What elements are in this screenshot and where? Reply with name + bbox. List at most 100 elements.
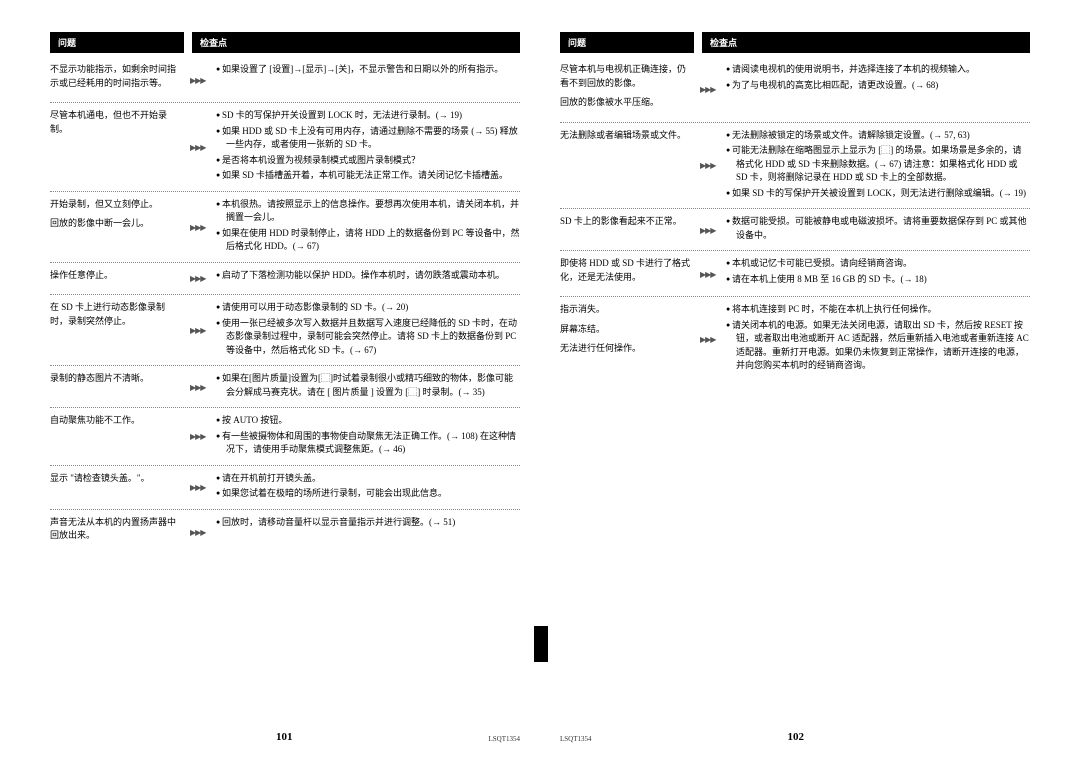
doc-code: LSQT1354: [489, 735, 521, 743]
check-item: 将本机连接到 PC 时，不能在本机上执行任何操作。: [726, 303, 1030, 317]
check-cell: 如果在[图片质量]设置为[⬚]时试着录制很小或精巧细致的物体，影像可能会分解成马…: [216, 372, 520, 401]
problem-text: 屏幕冻结。: [560, 323, 692, 337]
check-item: 请关闭本机的电源。如果无法关闭电源，请取出 SD 卡，然后按 RESET 按钮，…: [726, 319, 1030, 373]
arrow-icon: ▶▶▶: [700, 269, 720, 279]
problem-text: 尽管本机通电，但也不开始录制。: [50, 109, 182, 136]
arrow-icon: ▶▶▶: [190, 382, 210, 392]
check-cell: 无法删除被锁定的场景或文件。请解除锁定设置。(→ 57, 63)可能无法删除在缩…: [726, 129, 1030, 203]
table-row: 指示消失。屏幕冻结。无法进行任何操作。▶▶▶将本机连接到 PC 时，不能在本机上…: [560, 297, 1030, 381]
header-problem: 问题: [560, 32, 694, 53]
arrow-icon: ▶▶▶: [700, 160, 720, 170]
table-row: 录制的静态图片不清晰。 ▶▶▶ 如果在[图片质量]设置为[⬚]时试着录制很小或精巧细…: [50, 366, 520, 408]
table-row: 尽管本机通电，但也不开始录制。 ▶▶▶ SD 卡的写保护开关设置到 LOCK 时，无…: [50, 103, 520, 192]
problem-cell: 无法删除或者编辑场景或文件。: [560, 129, 694, 149]
arrow-icon: ▶▶▶: [190, 142, 210, 152]
problem-cell: SD 卡上的影像看起来不正常。: [560, 215, 694, 235]
check-cell: 将本机连接到 PC 时，不能在本机上执行任何操作。请关闭本机的电源。如果无法关闭…: [726, 303, 1030, 375]
check-cell: 数据可能受损。可能被静电或电磁波损坏。请将重要数据保存到 PC 或其他设备中。: [726, 215, 1030, 244]
check-item: 数据可能受损。可能被静电或电磁波损坏。请将重要数据保存到 PC 或其他设备中。: [726, 215, 1030, 242]
arrow-icon: ▶▶▶: [190, 222, 210, 232]
check-item: 使用一张已经被多次写入数据并且数据写入速度已经降低的 SD 卡时，在动态影像录制…: [216, 317, 520, 358]
problem-cell: 不显示功能指示，如剩余时间指示或已经耗用的时间指示等。: [50, 63, 184, 96]
check-item: 请使用可以用于动态影像录制的 SD 卡。(→ 20): [216, 301, 520, 315]
table-row: 不显示功能指示，如剩余时间指示或已经耗用的时间指示等。 ▶▶▶ 如果设置了 [设置]…: [50, 57, 520, 103]
doc-code: LSQT1354: [560, 735, 592, 743]
problem-text: 回放的影像被水平压缩。: [560, 96, 692, 110]
problem-text: 无法进行任何操作。: [560, 342, 692, 356]
arrow-icon: ▶▶▶: [190, 482, 210, 492]
table-row: 尽管本机与电视机正确连接，仍看不到回放的影像。回放的影像被水平压缩。 ▶▶▶ 请阅读…: [560, 57, 1030, 123]
problem-cell: 在 SD 卡上进行动态影像录制时，录制突然停止。: [50, 301, 184, 334]
check-item: SD 卡的写保护开关设置到 LOCK 时，无法进行录制。(→ 19): [216, 109, 520, 123]
check-item: 如果您试着在极暗的场所进行录制，可能会出现此信息。: [216, 487, 520, 501]
problem-cell: 显示 "请检查镜头盖。"。: [50, 472, 184, 492]
problem-text: 声音无法从本机的内置扬声器中回放出来。: [50, 516, 182, 543]
check-cell: SD 卡的写保护开关设置到 LOCK 时，无法进行录制。(→ 19) 如果 HDD…: [216, 109, 520, 185]
problem-text: 在 SD 卡上进行动态影像录制时，录制突然停止。: [50, 301, 182, 328]
check-item: 本机或记忆卡可能已受损。请向经销商咨询。: [726, 257, 1030, 271]
problem-text: 即使将 HDD 或 SD 卡进行了格式化，还是无法使用。: [560, 257, 692, 284]
table-row: 无法删除或者编辑场景或文件。 ▶▶▶ 无法删除被锁定的场景或文件。请解除锁定设置。(…: [560, 123, 1030, 210]
arrow-icon: ▶▶▶: [190, 75, 210, 85]
table-row: 即使将 HDD 或 SD 卡进行了格式化，还是无法使用。 ▶▶▶ 本机或记忆卡可能已…: [560, 251, 1030, 297]
check-cell: 请阅读电视机的使用说明书，并选择连接了本机的视频输入。为了与电视机的高宽比相匹配…: [726, 63, 1030, 94]
check-item: 回放时，请移动音量杆以显示音量指示并进行调整。(→ 51): [216, 516, 520, 530]
problem-text: 自动聚焦功能不工作。: [50, 414, 182, 428]
table-row: 显示 "请检查镜头盖。"。 ▶▶▶ 请在开机前打开镜头盖。如果您试着在极暗的场所进行…: [50, 466, 520, 510]
check-item: 请在本机上使用 8 MB 至 16 GB 的 SD 卡。(→ 18): [726, 273, 1030, 287]
problem-text: 指示消失。: [560, 303, 692, 317]
table-row: 声音无法从本机的内置扬声器中回放出来。 ▶▶▶ 回放时，请移动音量杆以显示音量指示并…: [50, 510, 520, 555]
check-item: 如果 SD 卡的写保护开关被设置到 LOCK，则无法进行删除或编辑。(→ 19): [726, 187, 1030, 201]
problem-text: SD 卡上的影像看起来不正常。: [560, 215, 692, 229]
arrow-icon: ▶▶▶: [190, 325, 210, 335]
check-item: 是否将本机设置为视频录制模式或图片录制模式？: [216, 154, 520, 168]
problem-cell: 尽管本机与电视机正确连接，仍看不到回放的影像。回放的影像被水平压缩。: [560, 63, 694, 116]
check-item: 如果 SD 卡插槽盖开着，本机可能无法正常工作。请关闭记忆卡插槽盖。: [216, 169, 520, 183]
check-cell: 启动了下落检测功能以保护 HDD。操作本机时，请勿跌落或震动本机。: [216, 269, 520, 285]
problem-text: 无法删除或者编辑场景或文件。: [560, 129, 692, 143]
check-cell: 本机很热。请按照显示上的信息操作。要想再次使用本机，请关闭本机，并搁置一会儿。如…: [216, 198, 520, 256]
problem-text: 回放的影像中断一会儿。: [50, 217, 182, 231]
header-check: 检查点: [192, 32, 520, 53]
check-item: 如果在使用 HDD 时录制停止，请将 HDD 上的数据备份到 PC 等设备中，然…: [216, 227, 520, 254]
page-tab-mark: [534, 626, 548, 662]
arrow-icon: ▶▶▶: [700, 84, 720, 94]
problem-text: 操作任意停止。: [50, 269, 182, 283]
check-item: 按 AUTO 按钮。: [216, 414, 520, 428]
check-cell: 本机或记忆卡可能已受损。请向经销商咨询。请在本机上使用 8 MB 至 16 GB…: [726, 257, 1030, 288]
check-item: 请阅读电视机的使用说明书，并选择连接了本机的视频输入。: [726, 63, 1030, 77]
problem-cell: 声音无法从本机的内置扬声器中回放出来。: [50, 516, 184, 549]
check-item: 为了与电视机的高宽比相匹配，请更改设置。(→ 68): [726, 79, 1030, 93]
problem-cell: 即使将 HDD 或 SD 卡进行了格式化，还是无法使用。: [560, 257, 694, 290]
arrow-icon: ▶▶▶: [190, 273, 210, 283]
header-problem: 问题: [50, 32, 184, 53]
check-cell: 请使用可以用于动态影像录制的 SD 卡。(→ 20) 使用一张已经被多次写入数据并…: [216, 301, 520, 359]
check-item: 本机很热。请按照显示上的信息操作。要想再次使用本机，请关闭本机，并搁置一会儿。: [216, 198, 520, 225]
check-item: 无法删除被锁定的场景或文件。请解除锁定设置。(→ 57, 63): [726, 129, 1030, 143]
check-item: 请在开机前打开镜头盖。: [216, 472, 520, 486]
problem-cell: 开始录制，但又立刻停止。回放的影像中断一会儿。: [50, 198, 184, 237]
check-cell: 请在开机前打开镜头盖。如果您试着在极暗的场所进行录制，可能会出现此信息。: [216, 472, 520, 503]
check-cell: 回放时，请移动音量杆以显示音量指示并进行调整。(→ 51): [216, 516, 520, 532]
check-item: 可能无法删除在缩略图显示上显示为 [⬚] 的场景。如果场景是多余的，请格式化 H…: [726, 144, 1030, 185]
table-row: 在 SD 卡上进行动态影像录制时，录制突然停止。 ▶▶▶ 请使用可以用于动态影像录制…: [50, 295, 520, 366]
page-number: 102: [592, 731, 1031, 743]
problem-text: 显示 "请检查镜头盖。"。: [50, 472, 182, 486]
problem-cell: 录制的静态图片不清晰。: [50, 372, 184, 392]
arrow-icon: ▶▶▶: [190, 431, 210, 441]
header-check: 检查点: [702, 32, 1030, 53]
arrow-icon: ▶▶▶: [190, 527, 210, 537]
table-row: 自动聚焦功能不工作。 ▶▶▶ 按 AUTO 按钮。有一些被摄物体和周围的事物使自动聚…: [50, 408, 520, 466]
problem-text: 不显示功能指示，如剩余时间指示或已经耗用的时间指示等。: [50, 63, 182, 90]
check-item: 如果 HDD 或 SD 卡上没有可用内存，请通过删除不需要的场景 (→ 55) …: [216, 125, 520, 152]
arrow-icon: ▶▶▶: [700, 225, 720, 235]
problem-cell: 自动聚焦功能不工作。: [50, 414, 184, 434]
check-cell: 如果设置了 [设置]→[显示]→[关]，不显示警告和日期以外的所有指示。: [216, 63, 520, 79]
problem-cell: 尽管本机通电，但也不开始录制。: [50, 109, 184, 142]
table-row: 开始录制，但又立刻停止。回放的影像中断一会儿。 ▶▶▶ 本机很热。请按照显示上的信息…: [50, 192, 520, 263]
problem-text: 尽管本机与电视机正确连接，仍看不到回放的影像。: [560, 63, 692, 90]
check-item: 启动了下落检测功能以保护 HDD。操作本机时，请勿跌落或震动本机。: [216, 269, 520, 283]
check-cell: 按 AUTO 按钮。有一些被摄物体和周围的事物使自动聚焦无法正确工作。(→ 10…: [216, 414, 520, 459]
table-row: 操作任意停止。 ▶▶▶ 启动了下落检测功能以保护 HDD。操作本机时，请勿跌落或震动…: [50, 263, 520, 296]
problem-cell: 操作任意停止。: [50, 269, 184, 289]
